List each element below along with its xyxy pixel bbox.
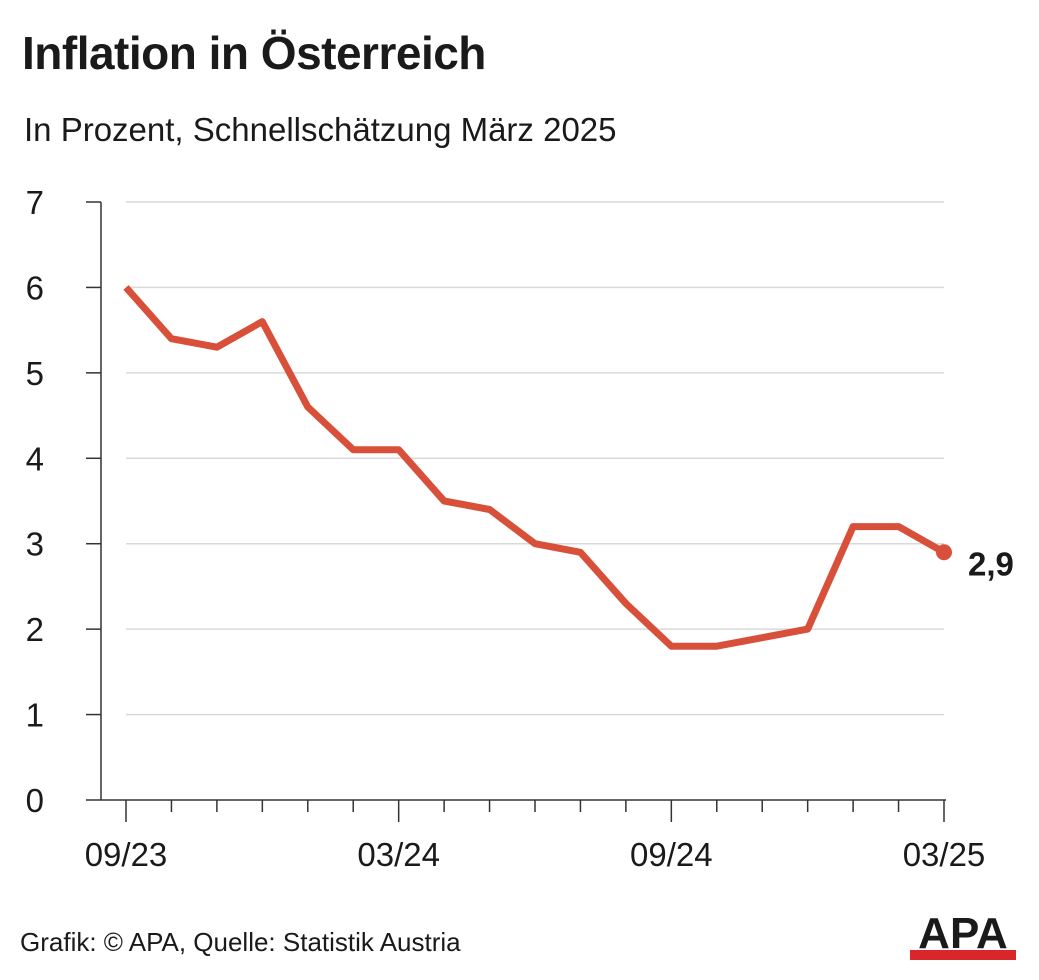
chart-title: Inflation in Österreich [22,27,486,79]
y-tick-label: 0 [26,782,44,819]
apa-logo: APA [910,912,1016,960]
chart-subtitle: In Prozent, Schnellschätzung März 2025 [24,111,617,148]
y-tick-label: 7 [26,184,44,221]
x-tick-label: 09/24 [630,836,713,873]
x-tick-label: 09/23 [85,836,168,873]
x-tick-label: 03/25 [903,836,986,873]
x-tick-label: 03/24 [357,836,440,873]
line-chart: 0 1 2 3 4 5 6 7 09/23 03/24 09/24 03/25 2,9 [26,184,1014,873]
y-tick-label: 2 [26,611,44,648]
y-tick-label: 5 [26,355,44,392]
y-tick-label: 4 [26,440,44,477]
source-note: Grafik: © APA, Quelle: Statistik Austria [20,927,461,957]
last-point-marker [936,544,952,561]
series-line [123,285,946,650]
y-tick-label: 1 [26,697,44,734]
y-tick-label: 3 [26,526,44,563]
y-tick-label: 6 [26,269,44,306]
last-value-label: 2,9 [968,545,1014,582]
apa-logo-bar [910,950,1016,960]
